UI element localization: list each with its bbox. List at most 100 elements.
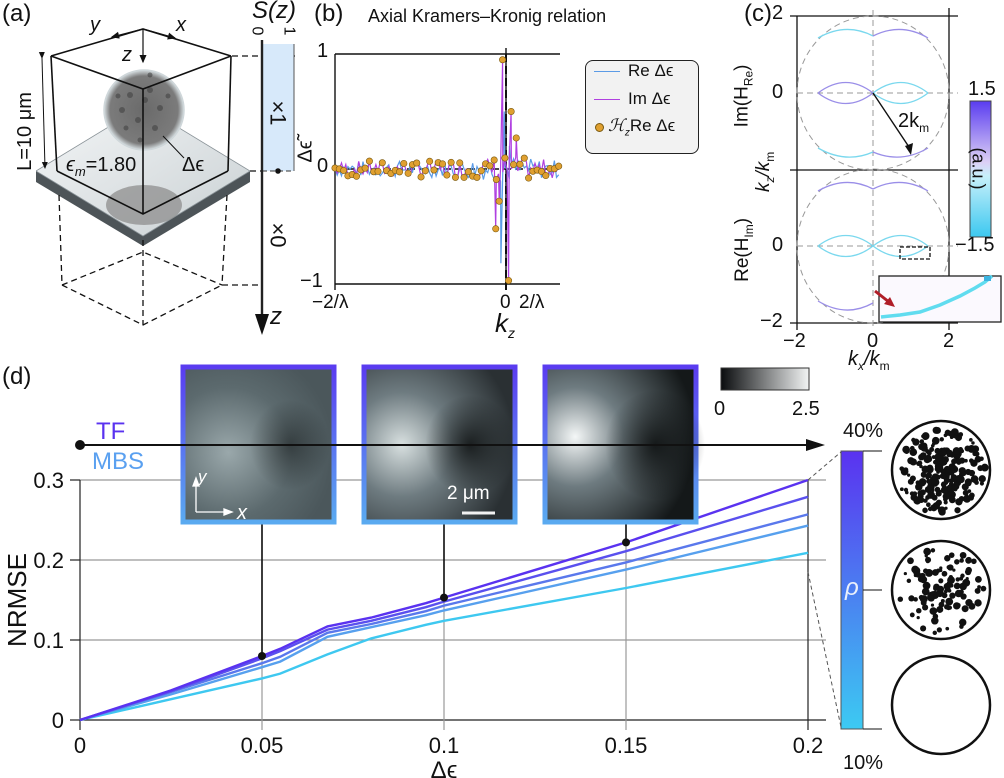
density-particle <box>961 605 969 613</box>
d-image-marker <box>440 593 448 602</box>
density-particle <box>908 595 915 602</box>
density-particle <box>903 487 909 493</box>
b-hilbert-point <box>426 157 434 165</box>
c-top-arc-tr <box>872 28 929 39</box>
c-bot-lobe-left-upper <box>817 234 874 247</box>
b-hilbert-point <box>460 173 468 181</box>
d-ytick-label: 0.1 <box>33 628 64 653</box>
density-particle <box>919 576 928 584</box>
legend-im-prefix: Im <box>628 89 652 108</box>
axis-y-label: y <box>90 14 100 36</box>
d-series-line <box>79 478 809 722</box>
density-particle <box>937 585 945 593</box>
b-hilbert-point <box>378 159 386 167</box>
density-particle <box>932 459 938 465</box>
c-radius-arrowhead <box>905 143 913 155</box>
density-particle <box>977 585 981 589</box>
c-ytick-top-2: 2 <box>772 2 784 24</box>
density-particle <box>925 475 930 480</box>
c-xlabel-slash: /k <box>864 348 880 370</box>
scale-bar-label: 2 μm <box>447 483 490 504</box>
gray-cbar-max: 2.5 <box>792 398 820 420</box>
d-image-marker <box>258 652 266 660</box>
grayscale-colorbar <box>720 367 810 391</box>
delta-eps-pointer <box>162 135 185 159</box>
density-particle <box>955 475 962 482</box>
density-particle <box>909 612 915 618</box>
b-hilbert-point <box>353 172 361 180</box>
density-particle <box>971 558 977 565</box>
density-particle <box>935 474 941 480</box>
density-particle <box>945 467 951 473</box>
density-particle <box>935 490 942 497</box>
density-particle <box>912 491 918 497</box>
medium-permittivity-label: ϵm=1.80 <box>66 154 136 179</box>
panel-c-plot <box>790 8 1002 330</box>
density-particle <box>964 445 971 452</box>
density-particle <box>917 460 923 466</box>
density-particle <box>939 566 943 570</box>
c-top-arc-bl <box>817 147 874 158</box>
s-tick-0: 0 <box>248 26 266 36</box>
d-xlabel: Δϵ <box>431 757 458 778</box>
density-particle <box>954 507 961 514</box>
simulation-cube <box>50 28 232 215</box>
d-series-line <box>79 551 809 722</box>
c-top-lobe-left-lower <box>817 92 874 105</box>
c-xtick-neg2: −2 <box>783 330 806 352</box>
density-particle <box>953 582 961 590</box>
density-particle <box>959 558 964 563</box>
c-radius-sub: m <box>919 121 930 135</box>
c-ytick-bottom-neg2: −2 <box>760 310 783 332</box>
density-particle <box>936 605 944 613</box>
c-top-arc-br <box>872 147 929 158</box>
density-particle <box>930 505 936 511</box>
d-xtick-label: 0.05 <box>241 733 284 758</box>
density-particle <box>974 587 981 594</box>
density-particle <box>945 626 950 631</box>
density-sample-25 <box>890 539 992 641</box>
density-particle <box>913 571 918 575</box>
inset-axis-y: y <box>198 467 207 486</box>
legend-hilbert-swatch <box>595 123 604 132</box>
density-particle <box>899 487 904 492</box>
d-xtick-label: 0.2 <box>793 733 824 758</box>
d-series-line <box>79 524 809 722</box>
c-top-lobe-left-upper <box>817 81 874 94</box>
b-hilbert-point <box>520 154 528 162</box>
s-of-z-profile <box>255 40 295 335</box>
b-hilbert-point <box>477 167 485 175</box>
density-particle <box>938 451 943 456</box>
b-hilbert-point <box>505 277 513 285</box>
c-ylabel-sub-m: m <box>763 151 778 162</box>
density-particle <box>941 570 948 577</box>
density-particle <box>935 499 942 506</box>
density-particle <box>932 630 937 636</box>
d-xtick-label: 0.1 <box>429 733 460 758</box>
c-colorbar <box>969 100 992 238</box>
panel-b-plot <box>331 48 563 290</box>
b-hilbert-point <box>486 162 494 170</box>
density-particle <box>929 447 935 452</box>
density-particle <box>936 568 941 573</box>
density-particle <box>964 458 968 463</box>
scatterer-sphere <box>103 69 185 151</box>
density-particle <box>918 496 925 504</box>
panel-d-plot: 0 0.1 0.2 0.3 0 0.05 0.1 0.15 0.2 Δϵ NRMSE <box>2 364 992 778</box>
b-hilbert-point <box>537 168 545 176</box>
c-bot-arc-tr <box>872 181 929 192</box>
density-particle <box>934 466 940 472</box>
increase-arrowhead <box>806 439 825 451</box>
density-particle <box>929 607 938 615</box>
density-particle <box>974 575 982 583</box>
density-particle <box>965 566 972 574</box>
density-particle <box>920 444 928 452</box>
density-particle <box>939 472 947 480</box>
legend-hilbert-prefix: ℋ <box>608 116 625 135</box>
density-particle <box>933 586 938 592</box>
c-xlabel-k: k <box>848 348 858 370</box>
rho-zoom-line-bottom <box>807 571 842 728</box>
density-sample-10 <box>890 654 992 756</box>
legend-re-prefix: Re <box>628 61 655 80</box>
b-hilbert-point <box>501 154 509 162</box>
